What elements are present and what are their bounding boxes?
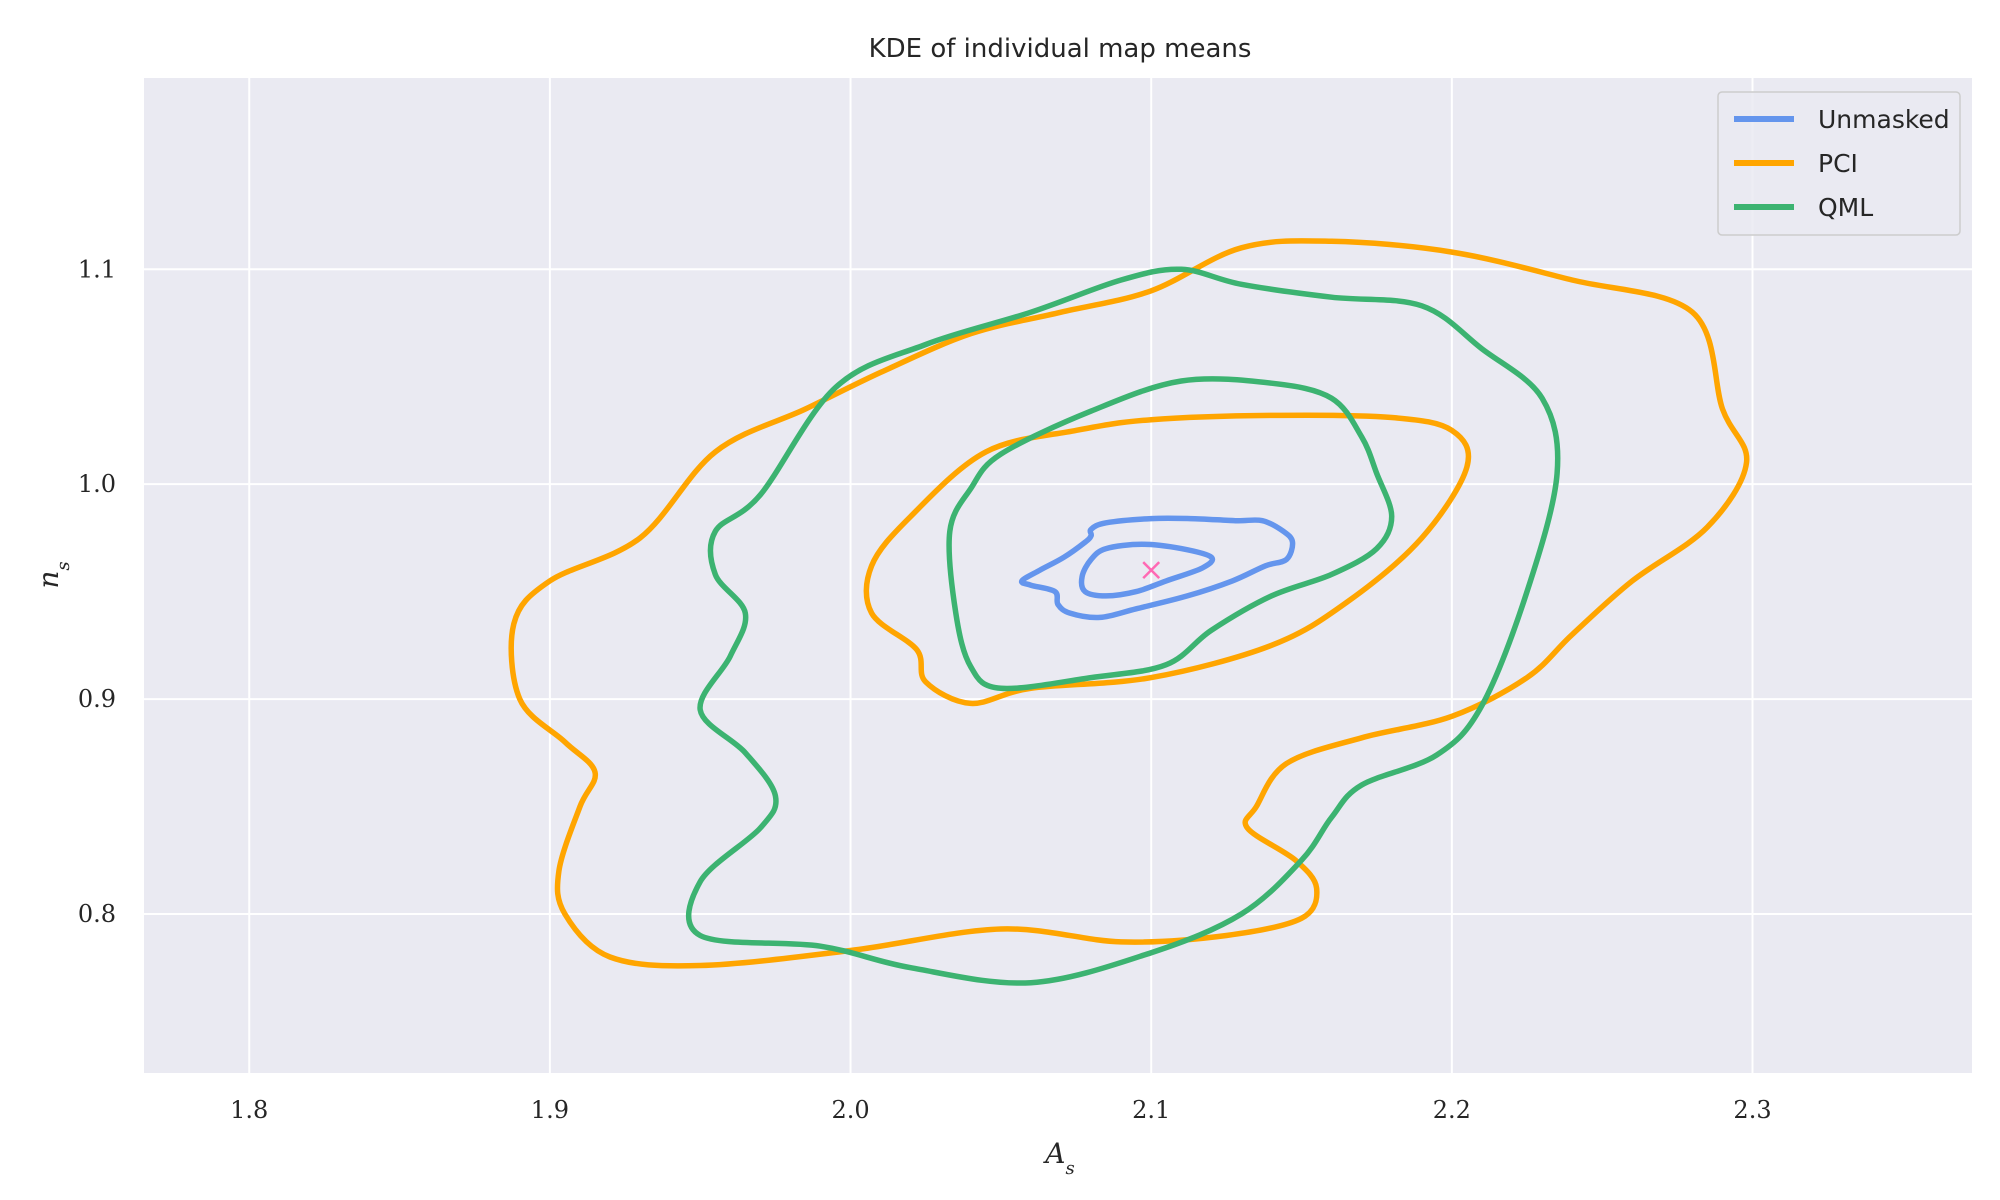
- legend: Unmasked PCI QML: [1717, 91, 1961, 236]
- unmasked-contour-outer: [1018, 515, 1296, 621]
- pci-contour-inner: [863, 412, 1472, 707]
- x-axis-label: As: [1042, 1137, 1074, 1179]
- qml-contour-inner: [946, 376, 1395, 692]
- series-qml: [685, 266, 1561, 986]
- legend-label-unmasked: Unmasked: [1818, 105, 1950, 134]
- pci-contour-outer: [508, 238, 1750, 969]
- unmasked-contour-inner: [1078, 541, 1216, 599]
- y-tick-label: 0.9: [78, 685, 116, 713]
- series-unmasked: [1018, 515, 1296, 621]
- chart-title: KDE of individual map means: [869, 34, 1252, 64]
- legend-label-qml: QML: [1818, 193, 1873, 222]
- qml-contour-outer: [685, 266, 1561, 986]
- y-axis-label: ns: [32, 561, 74, 588]
- x-tick-label: 1.8: [230, 1096, 268, 1124]
- legend-item-unmasked: Unmasked: [1734, 105, 1950, 134]
- legend-box: [1717, 91, 1961, 236]
- x-tick-label: 2.2: [1433, 1096, 1471, 1124]
- y-tick-label: 0.8: [78, 900, 116, 928]
- x-tick-label: 2.3: [1733, 1096, 1771, 1124]
- y-tick-label: 1.1: [78, 255, 116, 283]
- legend-item-qml: QML: [1734, 193, 1873, 222]
- legend-item-pci: PCI: [1734, 149, 1858, 178]
- x-tick-label: 2.1: [1132, 1096, 1170, 1124]
- x-tick-label: 1.9: [531, 1096, 569, 1124]
- x-tick-label: 2.0: [831, 1096, 869, 1124]
- y-tick-label: 1.0: [78, 470, 116, 498]
- plot-area: [144, 78, 1972, 1073]
- legend-label-pci: PCI: [1818, 149, 1858, 178]
- true-value-marker: [1142, 561, 1161, 580]
- series-pci: [508, 238, 1750, 969]
